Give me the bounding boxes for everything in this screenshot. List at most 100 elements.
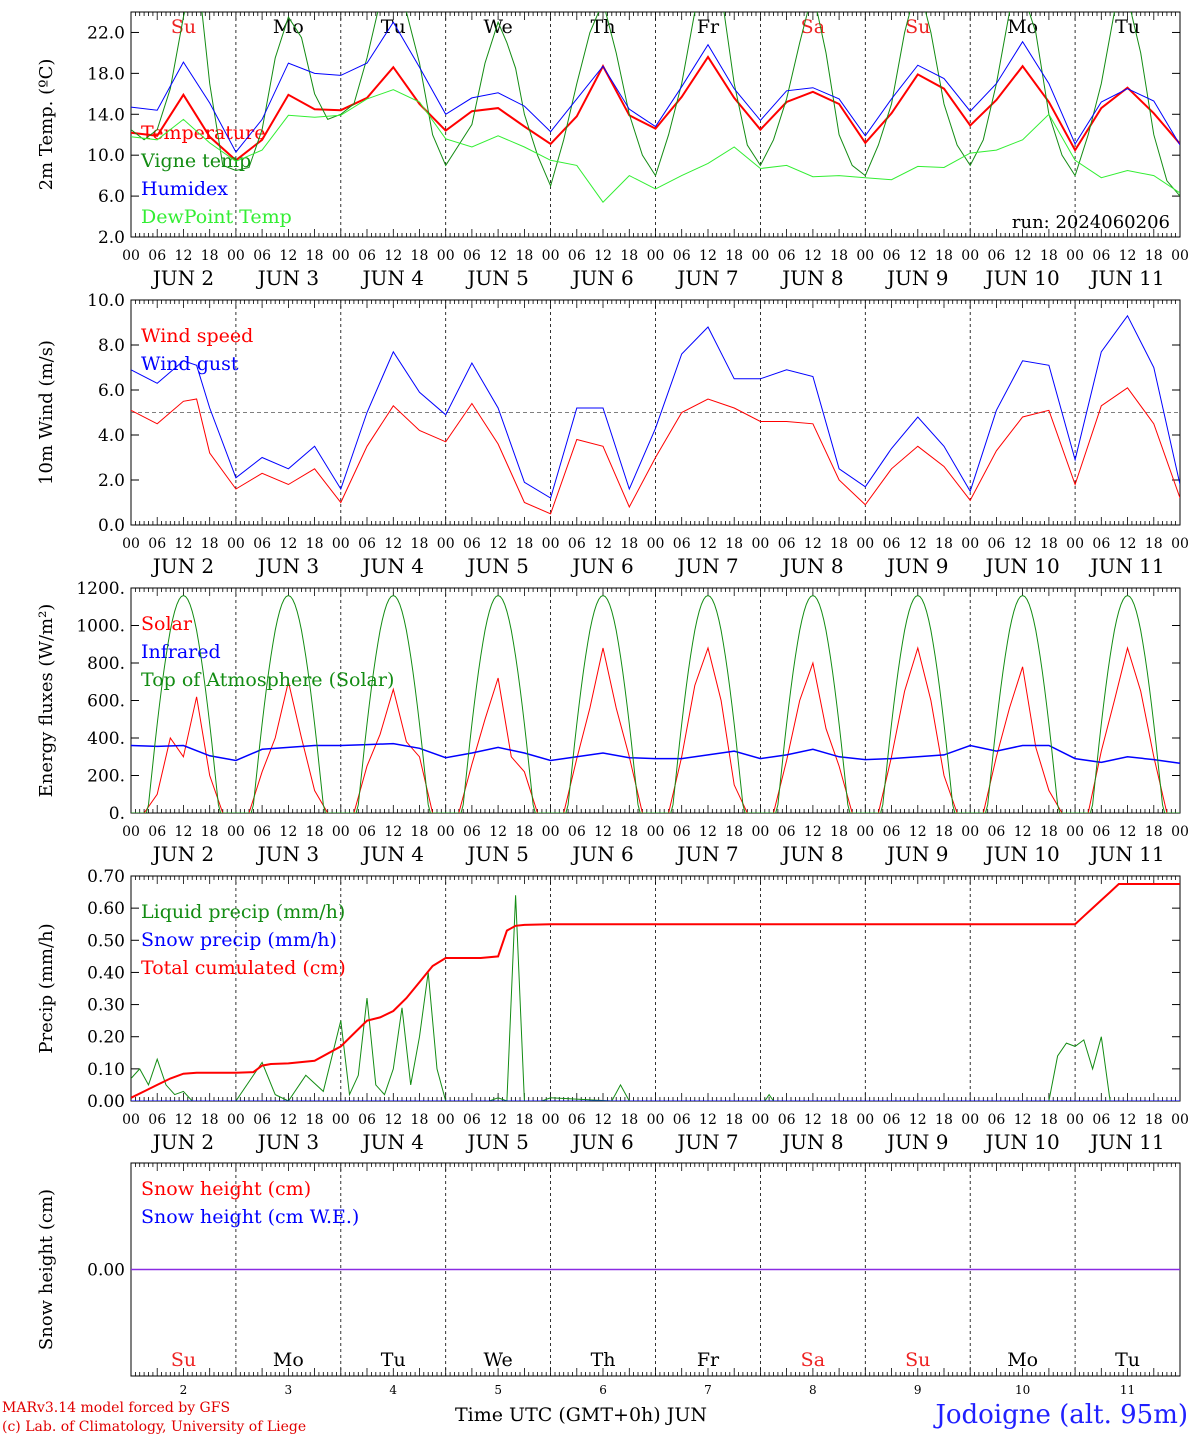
y-tick-label: 0.30 [87, 996, 125, 1016]
plot-frame [130, 587, 1181, 814]
hour-tick-label: 00 [227, 536, 245, 552]
meteogram: 2.06.010.014.018.022.02m Temp. (ºC)00 06 1… [36, 11, 1189, 1397]
legend-entry: Solar [141, 613, 193, 635]
hour-tick-label: 12 [699, 1112, 717, 1128]
hour-tick-label: 18 [306, 248, 324, 264]
hour-tick-label: 00 [647, 248, 665, 264]
series-line-infrared [131, 742, 1180, 765]
hour-tick-label: 18 [411, 536, 429, 552]
hour-tick-label: 06 [778, 1112, 796, 1128]
hour-tick-label: 00 [751, 1112, 769, 1128]
hour-tick-label: 00 [961, 248, 979, 264]
hour-tick-label: 18 [1145, 1112, 1163, 1128]
legend-entry: Wind speed [141, 325, 253, 347]
hour-tick-label: 18 [620, 1112, 638, 1128]
day-label: JUN 3 [256, 842, 319, 866]
hour-tick-label: 00 [542, 824, 560, 840]
hour-tick-label: 18 [201, 248, 219, 264]
y-tick-label: 4.0 [98, 426, 125, 446]
y-tick-label: 18.0 [87, 64, 125, 84]
hour-tick-label: 12 [594, 1112, 612, 1128]
legend-entry: Liquid precip (mm/h) [141, 901, 345, 923]
hour-tick-label: 12 [699, 248, 717, 264]
hour-tick-label: 12 [1119, 1112, 1137, 1128]
date-label: 9 [914, 1383, 922, 1397]
hour-ticks [130, 300, 1181, 525]
hour-tick-label: 00 [437, 248, 455, 264]
y-tick-label: 1200. [76, 579, 125, 599]
hour-tick-label: 00 [1066, 824, 1084, 840]
hour-tick-label: 12 [909, 248, 927, 264]
hour-tick-label: 12 [384, 536, 402, 552]
hour-tick-label: 06 [1092, 824, 1110, 840]
y-tick-label: 1000. [76, 617, 125, 637]
x-axis-title: Time UTC (GMT+0h) JUN [455, 1404, 707, 1426]
hour-tick-label: 12 [489, 536, 507, 552]
hour-tick-label: 06 [568, 536, 586, 552]
hour-tick-label: 12 [1014, 248, 1032, 264]
hour-tick-label: 00 [332, 824, 350, 840]
hour-tick-label: 06 [883, 536, 901, 552]
y-tick-label: 0.50 [87, 931, 125, 951]
series-line-total-cumulated-cm- [131, 883, 1180, 1099]
hour-tick-label: 00 [332, 536, 350, 552]
weekday-label: Fr [697, 1349, 720, 1371]
day-label: JUN 7 [675, 266, 738, 290]
hour-tick-label: 12 [1119, 536, 1137, 552]
hour-tick-label: 18 [725, 536, 743, 552]
series-line-wind-speed [131, 387, 1180, 515]
hour-ticks [130, 12, 1181, 237]
series-line-dewpoint-temp [131, 89, 1180, 203]
weekday-label: Su [905, 16, 930, 38]
hour-tick-label: 18 [306, 536, 324, 552]
weekday-label: Sa [801, 16, 825, 38]
hour-tick-label: 00 [856, 824, 874, 840]
date-label: 8 [809, 1383, 817, 1397]
day-label: JUN 2 [151, 266, 214, 290]
hour-tick-label: 06 [358, 536, 376, 552]
legend-entry: Top of Atmosphere (Solar) [141, 669, 394, 691]
y-tick-label: 2.0 [98, 228, 125, 248]
y-tick-label: 14.0 [87, 105, 125, 125]
hour-tick-label: 18 [411, 248, 429, 264]
hour-tick-label: 06 [148, 824, 166, 840]
y-axis-label: Energy fluxes (W/m²) [36, 604, 57, 798]
day-label: JUN 2 [151, 1130, 214, 1154]
day-label: JUN 2 [151, 842, 214, 866]
hour-tick-label: 00 [961, 824, 979, 840]
hour-tick-label: 18 [935, 248, 953, 264]
hour-tick-label: 00 [542, 536, 560, 552]
hour-tick-label: 00 [437, 536, 455, 552]
legend-entry: Humidex [141, 178, 228, 200]
y-tick-label: 800. [87, 654, 125, 674]
y-axis-label: 2m Temp. (ºC) [36, 59, 57, 191]
hour-tick-label: 18 [620, 824, 638, 840]
hour-tick-label: 00 [332, 248, 350, 264]
day-label: JUN 6 [570, 554, 633, 578]
hour-tick-label: 12 [699, 536, 717, 552]
hour-tick-label: 06 [253, 824, 271, 840]
hour-tick-label: 18 [515, 1112, 533, 1128]
y-tick-label: 0.00 [87, 1261, 125, 1281]
day-label: JUN 3 [256, 1130, 319, 1154]
day-label: JUN 11 [1088, 554, 1164, 578]
hour-tick-label: 06 [568, 248, 586, 264]
hour-tick-label: 06 [883, 1112, 901, 1128]
weekday-label: Mo [1007, 1349, 1038, 1371]
day-label: JUN 8 [780, 1130, 843, 1154]
hour-tick-label: 18 [201, 824, 219, 840]
y-axis-label: Snow height (cm) [36, 1189, 57, 1350]
hour-tick-label: 12 [1014, 536, 1032, 552]
hour-tick-label: 06 [148, 536, 166, 552]
hour-tick-label: 18 [515, 248, 533, 264]
y-tick-label: 8.0 [98, 336, 125, 356]
day-label: JUN 5 [465, 842, 528, 866]
hour-tick-label: 00 [542, 248, 560, 264]
day-label: JUN 3 [256, 554, 319, 578]
hour-tick-label: 18 [1145, 536, 1163, 552]
legend-entry: Snow height (cm) [141, 1178, 311, 1200]
hour-tick-label: 06 [463, 1112, 481, 1128]
hour-tick-label: 00 [227, 1112, 245, 1128]
run-label: run: 2024060206 [1012, 212, 1170, 233]
hour-tick-label: 18 [1040, 1112, 1058, 1128]
